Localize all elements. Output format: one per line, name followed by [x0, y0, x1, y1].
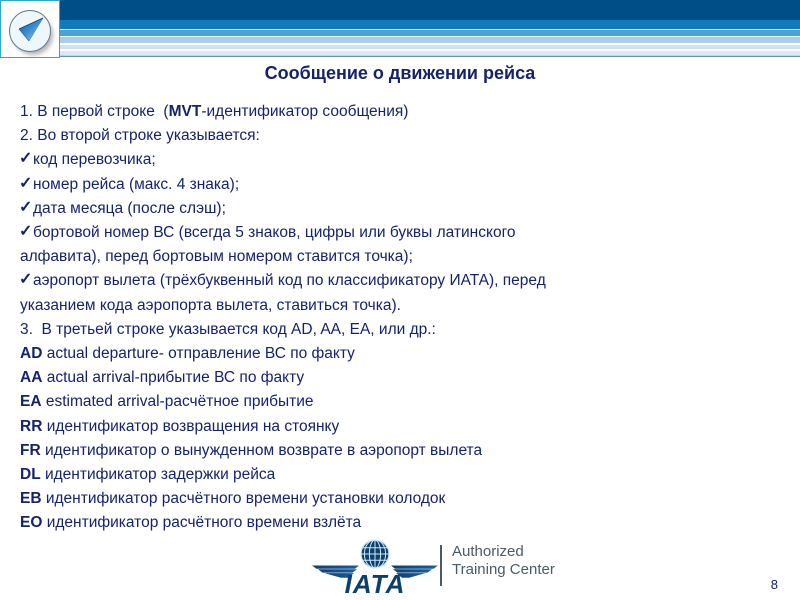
svg-text:IATA: IATA [345, 569, 406, 596]
